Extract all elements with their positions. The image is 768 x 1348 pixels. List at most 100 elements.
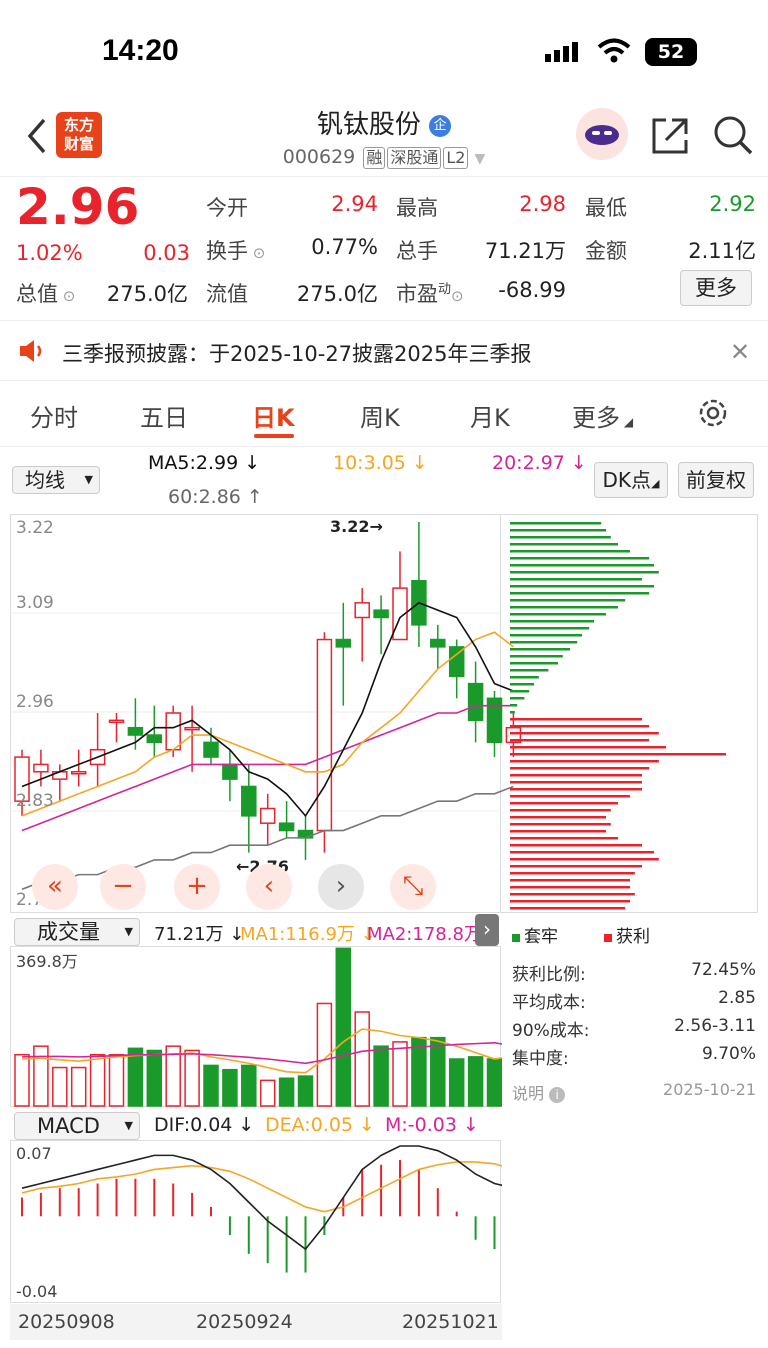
chip-bar-trap (510, 620, 594, 623)
volume-bar (373, 1045, 389, 1107)
ma-select[interactable]: 均线 ▼ (12, 466, 100, 494)
divider (0, 320, 768, 321)
expand-panel-icon[interactable]: › (475, 914, 499, 946)
last-price: 2.96 (16, 178, 140, 236)
change-pct: 1.02% (16, 241, 83, 265)
fullscreen-icon[interactable]: ⤡ (390, 864, 436, 910)
chip-bar-trap (510, 543, 618, 546)
open-value: 2.94 (331, 192, 378, 216)
gear-icon[interactable] (696, 396, 730, 430)
chip-bar-profit (510, 725, 650, 728)
chip-bar-trap (510, 641, 578, 644)
candlestick-chart[interactable] (10, 514, 758, 914)
dk-point-button[interactable]: DK点◢ (594, 462, 668, 498)
candle-body (203, 741, 219, 758)
tab-indicator (254, 434, 294, 438)
open-label: 今开 (206, 196, 248, 220)
candle-body (108, 719, 125, 724)
candle-body (335, 638, 352, 648)
chip-bar-profit (510, 753, 726, 756)
volume-bar (467, 1056, 484, 1107)
share-icon[interactable] (650, 116, 690, 156)
avatar[interactable] (576, 108, 628, 160)
volume-select[interactable]: 成交量 ▼ (14, 918, 140, 946)
volume-bar (335, 947, 352, 1107)
chip-bar-trap (510, 592, 650, 595)
plot-border (10, 514, 501, 913)
chip-bar-profit (510, 823, 611, 826)
volume-readout: 71.21万 ↓ (154, 924, 245, 945)
concentration-label: 集中度: (512, 1049, 569, 1069)
candle-body (222, 763, 238, 780)
search-icon[interactable] (712, 114, 754, 156)
tab-monthly-k[interactable]: 月K (470, 404, 510, 432)
stock-name: 钒钛股份 企 (0, 104, 768, 141)
chip-bar-profit (510, 760, 659, 763)
zoom-out-icon[interactable]: − (100, 864, 146, 910)
candle-body (486, 697, 503, 744)
chip-bar-profit (510, 879, 630, 882)
volume-value: 71.21万 (484, 239, 566, 263)
divider (0, 176, 768, 177)
next-icon[interactable]: › (318, 864, 364, 910)
chip-bar-trap (510, 571, 659, 574)
legend-profit: 获利 (604, 922, 650, 947)
volume-bar (52, 1066, 68, 1107)
macd-m: M:-0.03 ↓ (385, 1114, 479, 1136)
turnover-value: 0.77% (311, 235, 378, 259)
macd-ybot: -0.04 (16, 1282, 58, 1301)
volume-bar (127, 1047, 144, 1107)
rewind-icon[interactable]: « (32, 864, 78, 910)
tab-intraday[interactable]: 分时 (30, 404, 78, 432)
volume-bar (203, 1064, 219, 1107)
macd-dif: DIF:0.04 ↓ (154, 1114, 255, 1136)
chip-bar-profit (510, 837, 618, 840)
chip-bar-profit (510, 802, 618, 805)
cost90-value: 2.56-3.11 (674, 1016, 756, 1036)
close-icon[interactable]: ✕ (730, 338, 751, 366)
tab-daily-k[interactable]: 日K (252, 404, 295, 432)
macd-select[interactable]: MACD ▼ (14, 1112, 140, 1140)
chip-bar-trap (510, 613, 606, 616)
candle-body (33, 763, 49, 773)
volume-bar (486, 1058, 502, 1107)
chip-bar-trap (510, 704, 518, 707)
signal-icon (545, 40, 585, 64)
ma10-line (21, 631, 514, 817)
info-icon: i (549, 1087, 566, 1103)
candle-body (354, 602, 370, 619)
avg-cost-label: 平均成本: (512, 993, 586, 1013)
volume-bar (14, 1053, 30, 1107)
tab-more[interactable]: 更多 ◢ (572, 404, 634, 432)
float-label: 流值 (206, 282, 248, 306)
tab-five-day[interactable]: 五日 (140, 404, 188, 432)
chip-bar-profit (510, 858, 659, 861)
zoom-in-icon[interactable]: + (174, 864, 220, 910)
adjust-button[interactable]: 前复权 (678, 462, 754, 498)
more-button[interactable]: 更多 (680, 270, 752, 306)
ma5-value: MA5:2.99 ↓ (148, 452, 261, 474)
volume-chart (10, 946, 502, 1107)
cost90-label: 90%成本: (512, 1021, 590, 1041)
volume-bar (108, 1053, 125, 1107)
concentration-value: 9.70% (701, 1044, 756, 1064)
tab-weekly-k[interactable]: 周K (360, 404, 400, 432)
tag-margin: 融 (363, 147, 386, 169)
chip-bar-trap (510, 648, 570, 651)
chip-bar-trap (510, 529, 606, 532)
candle-body (70, 771, 87, 775)
macd-dea: DEA:0.05 ↓ (265, 1114, 375, 1136)
prev-icon[interactable]: ‹ (246, 864, 292, 910)
chip-bar-profit (510, 886, 630, 889)
dea-line (21, 1161, 502, 1213)
back-icon[interactable] (22, 116, 52, 156)
volume-bar (222, 1068, 238, 1107)
chip-bar-trap (510, 585, 654, 588)
tag-connect: 深股通 (387, 147, 442, 169)
low-label: 最低 (585, 196, 627, 220)
chip-bar-profit (510, 809, 611, 812)
notice-text[interactable]: 三季报预披露：于2025-10-27披露2025年三季报 (62, 342, 532, 366)
chip-note[interactable]: 说明 i (512, 1080, 566, 1104)
candle-body (505, 726, 522, 744)
